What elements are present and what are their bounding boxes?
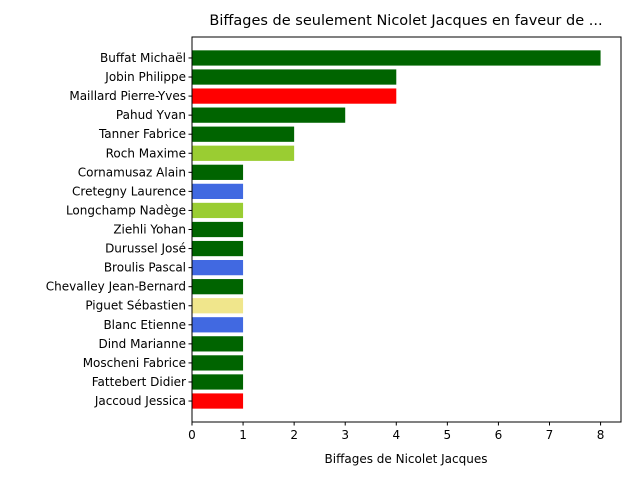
bar-1 <box>192 69 397 85</box>
bar-2 <box>192 88 397 104</box>
y-tick-label: Durussel José <box>105 242 186 256</box>
bar-17 <box>192 374 244 390</box>
y-tick-label: Chevalley Jean-Bernard <box>46 280 186 294</box>
y-tick-label: Broulis Pascal <box>104 261 186 275</box>
bar-12 <box>192 279 244 295</box>
bar-14 <box>192 317 244 333</box>
x-axis-label: Biffages de Nicolet Jacques <box>325 452 488 466</box>
y-tick-labels: Buffat Michaël Jobin Philippe Maillard Pie… <box>46 51 192 408</box>
x-tick-label: 4 <box>392 428 400 442</box>
bars-group <box>192 50 601 409</box>
bar-8 <box>192 202 244 219</box>
x-tick-label: 3 <box>341 428 349 442</box>
bar-4 <box>192 126 295 142</box>
y-tick-label: Jaccoud Jessica <box>94 394 186 408</box>
x-tick-labels: 0 1 2 3 4 5 6 7 8 <box>188 422 604 442</box>
y-tick-label: Jobin Philippe <box>104 70 186 84</box>
x-tick-label: 0 <box>188 428 196 442</box>
bar-15 <box>192 336 244 352</box>
y-tick-label: Longchamp Nadège <box>66 203 186 217</box>
bar-18 <box>192 393 244 409</box>
bar-13 <box>192 298 244 314</box>
bar-10 <box>192 240 244 257</box>
bar-11 <box>192 259 244 276</box>
x-tick-label: 6 <box>495 428 503 442</box>
y-tick-label: Tanner Fabrice <box>98 127 186 141</box>
y-tick-label: Ziehli Yohan <box>113 223 186 237</box>
y-tick-label: Fattebert Didier <box>92 375 186 389</box>
y-tick-label: Blanc Etienne <box>103 318 186 332</box>
y-tick-label: Pahud Yvan <box>116 108 186 122</box>
bar-7 <box>192 183 244 200</box>
y-tick-label: Piguet Sébastien <box>85 299 186 313</box>
y-tick-label: Moscheni Fabrice <box>83 356 186 370</box>
x-tick-label: 7 <box>546 428 554 442</box>
x-tick-label: 1 <box>239 428 247 442</box>
bar-5 <box>192 145 295 161</box>
x-tick-label: 5 <box>444 428 452 442</box>
chart-title: Biffages de seulement Nicolet Jacques en… <box>209 13 602 29</box>
y-tick-label: Dind Marianne <box>98 337 186 351</box>
bar-9 <box>192 221 244 238</box>
y-tick-label: Cretegny Laurence <box>72 184 186 198</box>
bar-16 <box>192 355 244 371</box>
y-tick-label: Roch Maxime <box>106 146 186 160</box>
x-tick-label: 2 <box>290 428 298 442</box>
bar-6 <box>192 164 244 180</box>
y-tick-label: Buffat Michaël <box>100 51 186 65</box>
y-tick-label: Cornamusaz Alain <box>78 165 186 179</box>
bar-0 <box>192 50 601 66</box>
plot-frame <box>191 36 622 423</box>
bar-3 <box>192 107 346 123</box>
x-tick-label: 8 <box>597 428 605 442</box>
y-tick-label: Maillard Pierre-Yves <box>69 89 186 103</box>
